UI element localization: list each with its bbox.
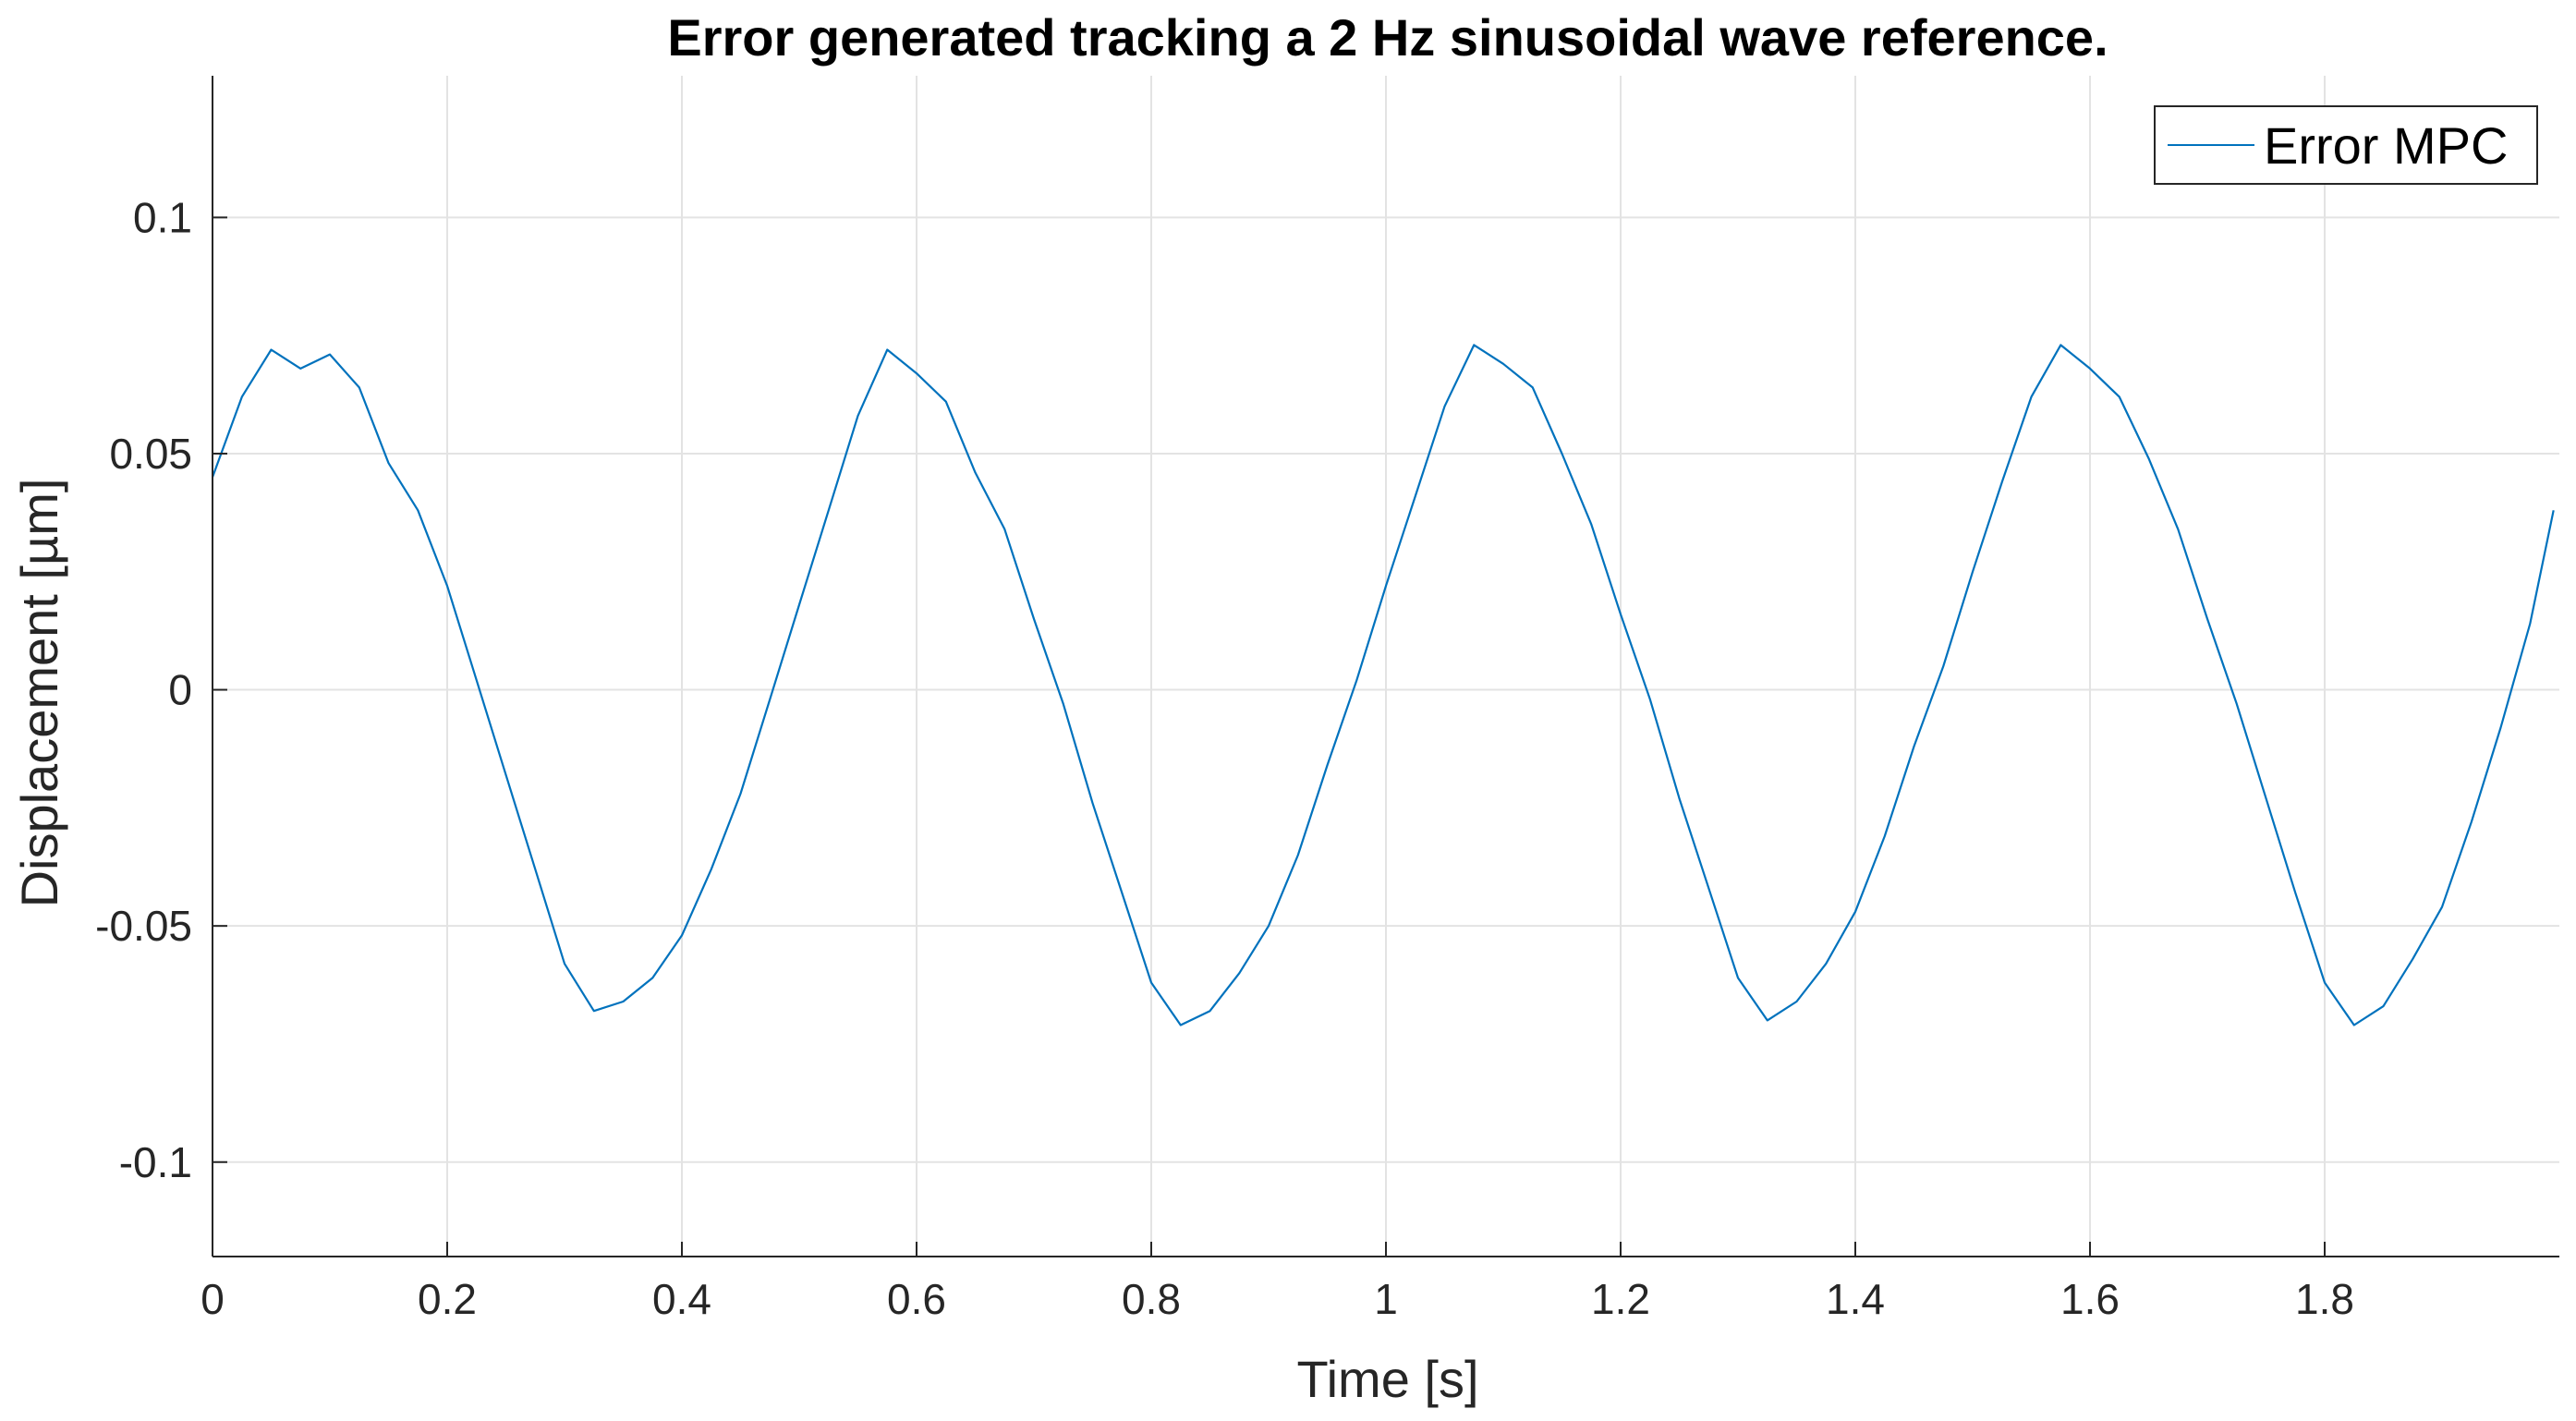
x-tick-label: 0.2	[418, 1275, 477, 1323]
x-tick-label: 1.8	[2295, 1275, 2354, 1323]
chart-title: Error generated tracking a 2 Hz sinusoid…	[667, 8, 2108, 67]
grid	[212, 76, 2559, 1257]
axes	[212, 76, 2559, 1257]
y-axis-label: Displacement [µm]	[10, 479, 68, 908]
y-tick-label: -0.1	[119, 1138, 192, 1186]
x-tick-label: 1.2	[1591, 1275, 1650, 1323]
x-tick-label: 0	[200, 1275, 225, 1323]
y-tick-label: 0.05	[109, 430, 192, 478]
x-tick-label: 0.8	[1122, 1275, 1181, 1323]
tick-labels: 0 0.2 0.4 0.6 0.8 1 1.2 1.4 1.6 1.8 -0.1 -0.05 0 0.05…	[95, 193, 2354, 1323]
x-axis-label: Time [s]	[1296, 1350, 1478, 1408]
series-line-error-mpc	[211, 344, 2555, 1026]
legend-label: Error MPC	[2264, 116, 2508, 175]
legend[interactable]: Error MPC	[2154, 105, 2538, 185]
x-tick-label: 1.4	[1826, 1275, 1885, 1323]
y-tick-label: 0.1	[133, 193, 192, 241]
x-tick-label: 0.4	[652, 1275, 711, 1323]
y-tick-label: -0.05	[95, 902, 192, 950]
x-tick-label: 0.6	[887, 1275, 946, 1323]
x-tick-label: 1	[1374, 1275, 1398, 1323]
series-layer	[211, 344, 2555, 1026]
y-tick-label: 0	[168, 666, 192, 714]
x-tick-label: 1.6	[2060, 1275, 2120, 1323]
